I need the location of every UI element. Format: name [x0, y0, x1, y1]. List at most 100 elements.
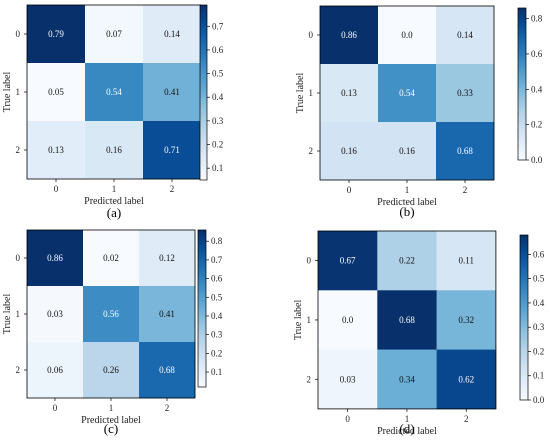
colorbar-tick-label: 0.1: [211, 367, 222, 377]
colorbar-tick-label: 0.7: [212, 21, 224, 31]
y-tick-label: 2: [16, 365, 21, 375]
colorbar: [199, 4, 208, 181]
y-tick-label: 0: [307, 256, 312, 266]
confusion-matrix-panel-1: 0.79 0.07 0.140.05 0.54 0.410.13 0.16 0.710 1 20…: [2, 4, 224, 220]
heatmap-cell: [436, 64, 495, 123]
heatmap-cell: [27, 63, 86, 122]
cell-value-label: 0.41: [164, 87, 180, 97]
heatmap-cell: [83, 342, 140, 399]
heatmap-cell: [85, 63, 144, 122]
x-tick-label: 0: [347, 185, 352, 195]
cell-value-label: 0.13: [341, 88, 357, 98]
colorbar-tick-label: 0.6: [211, 274, 223, 284]
cell-value-label: 0.07: [106, 29, 122, 39]
y-tick-label: 0: [16, 253, 21, 263]
x-tick-label: 1: [112, 184, 117, 194]
heatmap-cell: [27, 342, 84, 399]
heatmap-cell: [320, 6, 379, 65]
y-tick-label: 2: [16, 145, 21, 155]
colorbar: [517, 7, 527, 161]
colorbar-tick-label: 0.1: [533, 371, 544, 381]
y-axis-label: True label: [2, 294, 13, 335]
colorbar-tick-label: 0.5: [211, 292, 223, 302]
heatmap-cell: [139, 286, 196, 343]
colorbar-tick-label: 0.2: [531, 120, 542, 130]
heatmap-cell: [27, 121, 86, 180]
x-tick-label: 1: [109, 403, 114, 413]
y-tick-label: 1: [16, 87, 21, 97]
cell-value-label: 0.86: [341, 30, 357, 40]
heatmap-cell: [27, 286, 84, 343]
confusion-matrix-panel-4: 0.67 0.22 0.110.0 0.68 0.320.03 0.34 0.620 1 201…: [293, 230, 545, 437]
x-tick-label: 0: [345, 414, 350, 424]
y-tick-label: 2: [307, 374, 312, 384]
colorbar-tick-label: 0.6: [212, 45, 224, 55]
cell-value-label: 0.41: [159, 309, 175, 319]
heatmap-cell: [377, 290, 437, 350]
colorbar-tick-label: 0.6: [533, 249, 545, 259]
heatmap-cell: [83, 230, 140, 287]
panel-label: (c): [104, 421, 118, 436]
colorbar-tick-label: 0.2: [211, 348, 222, 358]
confusion-matrix-panel-2: 0.86 0.0 0.14 0.13 0.54 0.33 0.16 0.16 0.68 0 1 2 0 1…: [295, 5, 543, 219]
cell-value-label: 0.54: [399, 88, 415, 98]
confusion-matrix-panel-3: 0.86 0.02 0.120.03 0.56 0.410.06 0.26 0.680 1 20…: [2, 229, 223, 436]
colorbar-tick-label: 0.0: [533, 395, 545, 405]
colorbar-tick-label: 0.2: [533, 346, 544, 356]
x-tick-label: 2: [170, 184, 175, 194]
colorbar-tick-label: 0.3: [533, 322, 545, 332]
colorbar-tick-label: 0.4: [212, 92, 224, 102]
colorbar: [197, 229, 207, 388]
heatmap-cell: [143, 121, 202, 180]
cell-value-label: 0.68: [159, 365, 175, 375]
y-tick-label: 2: [309, 146, 314, 156]
y-tick-label: 1: [309, 88, 314, 98]
y-axis-label: True label: [295, 73, 306, 114]
cell-value-label: 0.11: [459, 256, 474, 266]
colorbar-tick-label: 0.4: [211, 311, 223, 321]
cell-value-label: 0.14: [164, 29, 180, 39]
heatmap-cell: [318, 231, 378, 291]
x-tick-label: 2: [463, 185, 468, 195]
cell-value-label: 0.71: [164, 145, 180, 155]
cell-value-label: 0.62: [458, 374, 474, 384]
colorbar-tick-label: 0.5: [212, 69, 224, 79]
heatmap-cell: [436, 6, 495, 65]
x-tick-label: 1: [405, 185, 410, 195]
heatmap-cell: [377, 349, 437, 410]
heatmap-cell: [143, 5, 202, 64]
heatmap-cell: [318, 349, 378, 410]
cell-value-label: 0.86: [47, 253, 63, 263]
colorbar-tick-label: 0.0: [531, 155, 543, 165]
panel-label: (b): [399, 204, 414, 219]
cell-value-label: 0.0: [342, 315, 354, 325]
cell-value-label: 0.02: [103, 253, 119, 263]
x-tick-label: 0: [53, 403, 58, 413]
heatmap-cell: [378, 122, 437, 181]
heatmap-cell: [436, 231, 497, 291]
cell-value-label: 0.56: [103, 309, 119, 319]
cell-value-label: 0.0: [401, 30, 413, 40]
cell-value-label: 0.68: [457, 146, 473, 156]
colorbar-tick-label: 0.7: [211, 255, 223, 265]
panel-label: (a): [107, 205, 121, 220]
heatmap-cell: [27, 5, 86, 64]
heatmap-cell: [436, 290, 497, 350]
cell-value-label: 0.03: [47, 309, 63, 319]
cell-value-label: 0.67: [340, 256, 356, 266]
heatmap-cell: [320, 64, 379, 123]
colorbar-tick-label: 0.3: [211, 330, 223, 340]
x-tick-label: 2: [464, 414, 469, 424]
cell-value-label: 0.12: [159, 253, 175, 263]
heatmap-cell: [85, 121, 144, 180]
heatmap-cell: [139, 342, 196, 399]
heatmap-cell: [83, 286, 140, 343]
cell-value-label: 0.32: [458, 315, 474, 325]
x-tick-label: 1: [405, 414, 410, 424]
cell-value-label: 0.33: [457, 88, 473, 98]
x-axis-label: Predicted label: [377, 426, 437, 437]
y-axis-label: True label: [293, 300, 304, 341]
cell-value-label: 0.68: [399, 315, 415, 325]
heatmap-cell: [318, 290, 378, 350]
cell-value-label: 0.16: [106, 145, 122, 155]
